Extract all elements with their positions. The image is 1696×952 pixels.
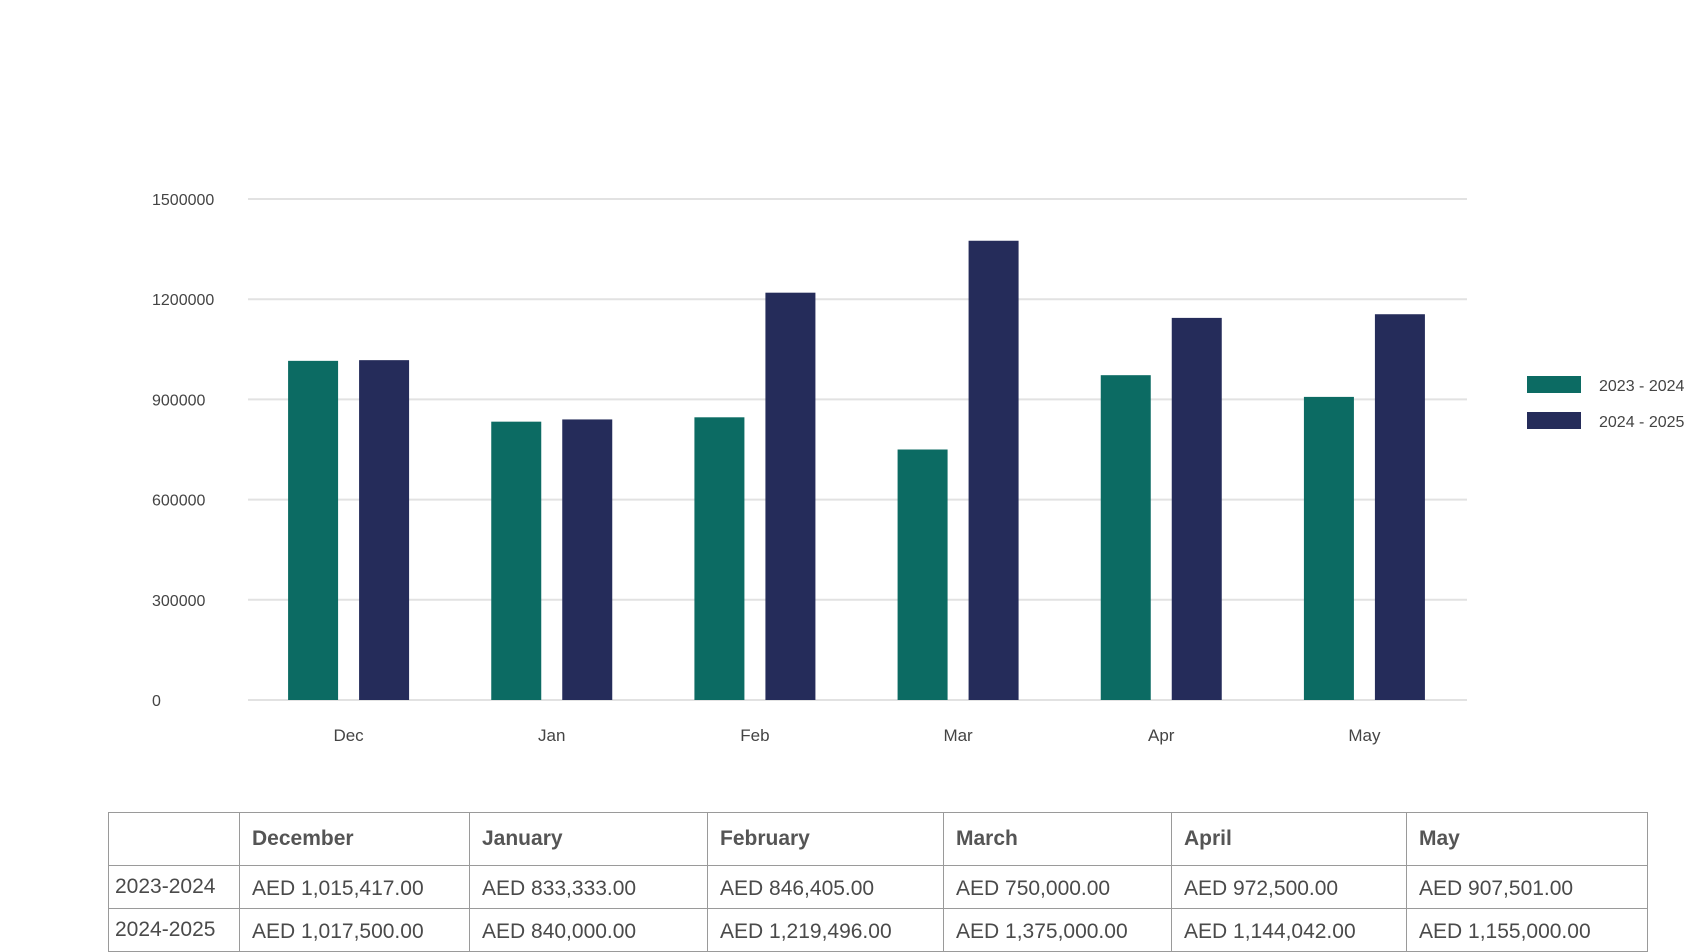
table-row-label: 2023-2024 (108, 865, 240, 909)
table-cell: AED 1,375,000.00 (943, 908, 1172, 952)
table-cell: AED 1,017,500.00 (239, 908, 470, 952)
table-header-row: December January February March April Ma… (108, 812, 1648, 866)
legend: 2023 - 2024 2024 - 2025 (1527, 376, 1685, 431)
x-tick-label: Jan (538, 726, 565, 745)
y-tick-label: 0 (152, 693, 161, 710)
bar-jan-series-1 (491, 421, 542, 700)
table-header-march: March (943, 812, 1172, 866)
bar-mar-series-1 (897, 449, 948, 700)
table-cell: AED 1,015,417.00 (239, 865, 470, 909)
table-header-may: May (1406, 812, 1648, 866)
y-tick-label: 1200000 (152, 292, 214, 309)
bar-apr-series-1 (1100, 375, 1151, 700)
y-tick-label: 300000 (152, 593, 205, 610)
table-row-label: 2024-2025 (108, 908, 240, 952)
bar-chart: 0 300000 600000 900000 1200000 1500000 Dec Jan… (152, 192, 1685, 745)
bar-dec-series-1 (288, 360, 339, 700)
grid-lines (248, 198, 1467, 701)
x-tick-label: Apr (1148, 726, 1175, 745)
bar-dec-series-2 (359, 360, 410, 700)
table-header-december: December (239, 812, 470, 866)
x-tick-label: May (1348, 726, 1381, 745)
x-axis-ticks: Dec Jan Feb Mar Apr May (333, 726, 1381, 745)
legend-label: 2023 - 2024 (1599, 378, 1685, 395)
y-tick-label: 1500000 (152, 192, 214, 209)
table-header-february: February (707, 812, 944, 866)
bar-mar-series-2 (968, 240, 1019, 700)
legend-swatch (1527, 412, 1581, 429)
bars (288, 240, 1425, 700)
data-table: December January February March April Ma… (108, 812, 1648, 952)
table-row: 2024-2025 AED 1,017,500.00 AED 840,000.0… (108, 908, 1648, 952)
x-tick-label: Feb (740, 726, 769, 745)
table-cell: AED 907,501.00 (1406, 865, 1648, 909)
table-cell: AED 1,144,042.00 (1171, 908, 1407, 952)
table-row: 2023-2024 AED 1,015,417.00 AED 833,333.0… (108, 865, 1648, 909)
table-header-corner (108, 812, 240, 866)
table-cell: AED 972,500.00 (1171, 865, 1407, 909)
y-tick-label: 900000 (152, 392, 205, 409)
bar-apr-series-2 (1171, 317, 1222, 700)
table-header-january: January (469, 812, 708, 866)
legend-swatch (1527, 376, 1581, 393)
bar-feb-series-1 (694, 417, 745, 700)
table-cell: AED 1,219,496.00 (707, 908, 944, 952)
bar-jan-series-2 (562, 419, 613, 700)
y-axis-ticks: 0 300000 600000 900000 1200000 1500000 (152, 192, 214, 710)
table-cell: AED 833,333.00 (469, 865, 708, 909)
x-tick-label: Dec (333, 726, 364, 745)
table-cell: AED 840,000.00 (469, 908, 708, 952)
table-cell: AED 1,155,000.00 (1406, 908, 1648, 952)
table-cell: AED 846,405.00 (707, 865, 944, 909)
legend-label: 2024 - 2025 (1599, 414, 1685, 431)
bar-feb-series-2 (765, 292, 816, 700)
table-cell: AED 750,000.00 (943, 865, 1172, 909)
bar-may-series-2 (1374, 314, 1425, 700)
y-tick-label: 600000 (152, 493, 205, 510)
table-header-april: April (1171, 812, 1407, 866)
x-tick-label: Mar (943, 726, 973, 745)
bar-may-series-1 (1303, 396, 1354, 700)
